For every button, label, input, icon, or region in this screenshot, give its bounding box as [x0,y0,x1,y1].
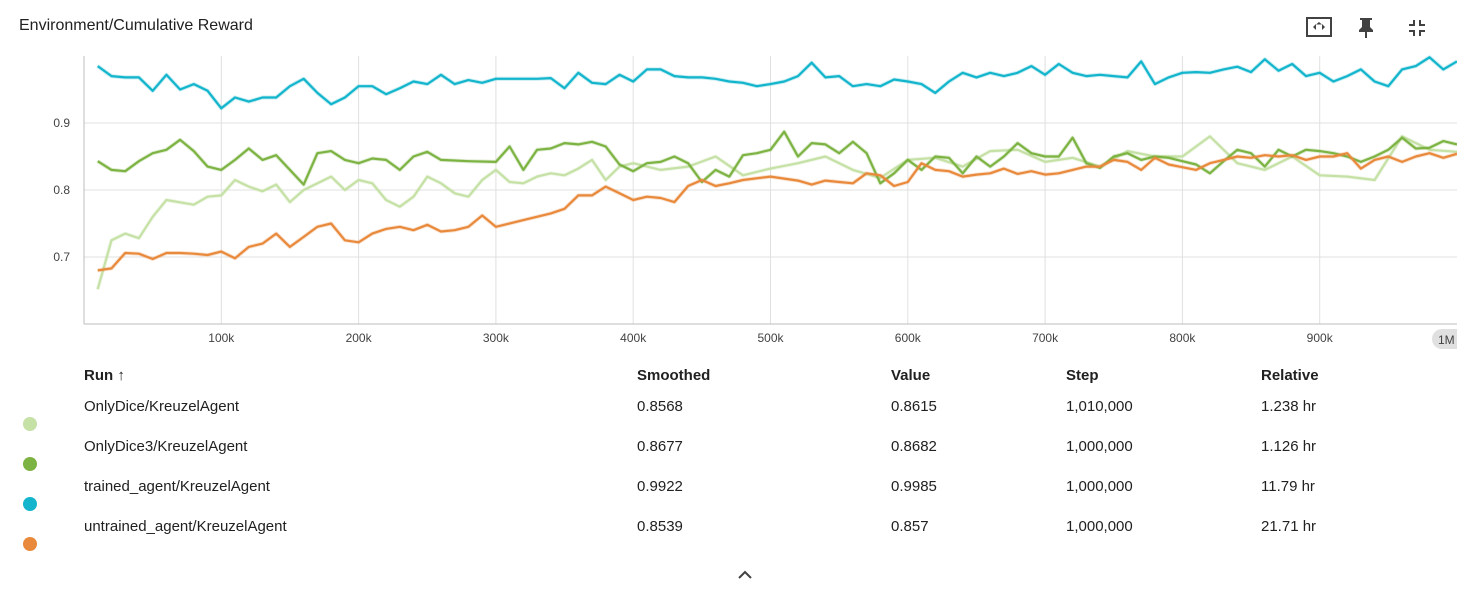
x-tick-label: 900k [1307,331,1334,345]
line-chart[interactable]: 0.7 0.8 0.9 100k 200k 300k 400k 500k 600k 700k 800… [0,52,1457,352]
collapse-button[interactable] [1400,12,1432,42]
expand-toggle-button[interactable] [735,565,755,585]
series-line [97,56,1457,110]
raw-value: 0.8615 [891,398,937,415]
relative-time: 11.79 hr [1261,478,1315,495]
step-value: 1,000,000 [1066,478,1133,495]
header-run[interactable]: Run ↑ [84,367,125,384]
series-raw-line [97,151,1457,273]
x-tick-label: 700k [1032,331,1059,345]
chevron-up-icon [738,570,752,579]
collapse-icon [1409,20,1425,36]
step-value: 1,010,000 [1066,398,1133,415]
chart-title: Environment/Cumulative Reward [19,17,253,34]
smoothed-value: 0.8539 [637,518,683,535]
header-relative[interactable]: Relative [1261,367,1319,384]
raw-value: 0.9985 [891,478,937,495]
header-smoothed[interactable]: Smoothed [637,367,711,384]
x-tick-label: 200k [346,331,373,345]
x-end-label-pill [1432,329,1457,349]
y-tick-label: 0.9 [53,116,70,130]
relative-time: 1.126 hr [1261,438,1317,455]
run-name: OnlyDice/KreuzelAgent [84,398,240,415]
table-row[interactable]: OnlyDice/KreuzelAgent 0.8568 0.8615 1,01… [0,398,1457,438]
run-name: untrained_agent/KreuzelAgent [84,518,287,535]
run-color-dot [23,497,37,511]
step-value: 1,000,000 [1066,518,1133,535]
run-color-dot [23,417,37,431]
table-row[interactable]: trained_agent/KreuzelAgent 0.9922 0.9985… [0,478,1457,518]
smoothed-value: 0.8568 [637,398,683,415]
pin-icon [1359,18,1373,38]
raw-value: 0.8682 [891,438,937,455]
y-tick-label: 0.8 [53,183,70,197]
x-tick-label: 100k [208,331,235,345]
x-tick-label: 800k [1169,331,1196,345]
run-color-dot [23,457,37,471]
series-line [97,130,1457,186]
step-value: 1,000,000 [1066,438,1133,455]
run-name: OnlyDice3/KreuzelAgent [84,438,248,455]
run-name: trained_agent/KreuzelAgent [84,478,270,495]
fit-domain-icon [1306,17,1332,37]
header-value[interactable]: Value [891,367,931,384]
fit-domain-button[interactable] [1303,12,1335,42]
table-row[interactable]: OnlyDice3/KreuzelAgent 0.8677 0.8682 1,0… [0,438,1457,478]
y-tick-label: 0.7 [53,250,70,264]
raw-value: 0.857 [891,518,929,535]
x-tick-label: 500k [757,331,784,345]
smoothed-value: 0.8677 [637,438,683,455]
relative-time: 1.238 hr [1261,398,1317,415]
pin-button[interactable] [1350,12,1382,42]
series-line [96,135,1457,290]
x-tick-label: 400k [620,331,647,345]
smoothed-value: 0.9922 [637,478,683,495]
x-end-label: 1M [1438,333,1455,347]
series-line [97,152,1457,272]
table-row[interactable]: untrained_agent/KreuzelAgent 0.8539 0.85… [0,518,1457,558]
x-tick-label: 600k [895,331,922,345]
relative-time: 21.71 hr [1261,518,1317,535]
header-step[interactable]: Step [1066,367,1099,384]
run-color-dot [23,537,37,551]
x-tick-label: 300k [483,331,510,345]
